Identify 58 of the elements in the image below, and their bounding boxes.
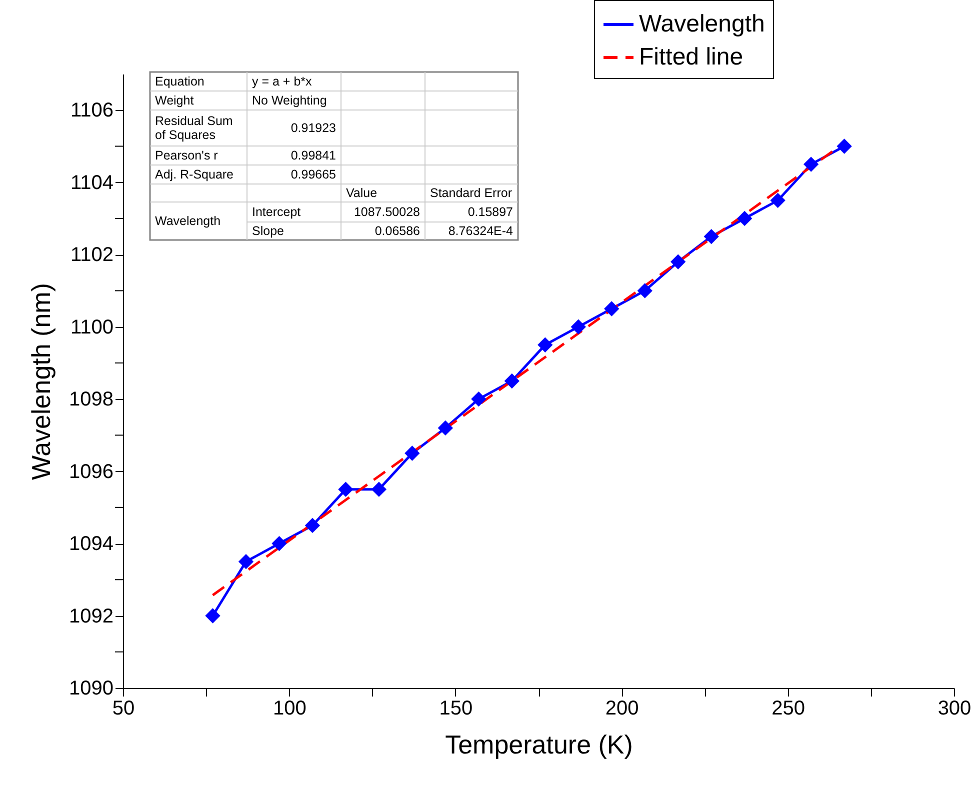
annotation: Standard Error: [430, 186, 512, 200]
point: [704, 228, 719, 244]
point: [737, 210, 752, 226]
annotation: Pearson's r: [155, 148, 218, 162]
point: [670, 254, 686, 270]
point: [836, 138, 852, 154]
annotation: y = a + b*x: [252, 74, 313, 88]
annotation: Equation: [155, 74, 204, 88]
annotation: 0.99841: [290, 148, 336, 162]
annotation: Value: [346, 186, 378, 200]
point: [238, 554, 254, 570]
annotation: Intercept: [252, 205, 302, 219]
legend-label: Fitted line: [639, 44, 744, 70]
point: [272, 536, 287, 552]
point: [504, 373, 520, 389]
annotation: Wavelength: [155, 214, 221, 228]
point: [438, 420, 454, 436]
annotation: 0.91923: [290, 121, 336, 135]
y-tick-label: 1098: [69, 388, 114, 411]
legend-label: Wavelength: [639, 10, 765, 38]
annotation: 0.06586: [374, 224, 420, 238]
x-tick-label: 150: [439, 698, 473, 720]
y-tick-label: 1092: [69, 605, 114, 628]
x-tick-label: 100: [273, 698, 306, 720]
annotation: 1087.50028: [354, 205, 420, 219]
point: [338, 482, 354, 497]
y-tick-label: 1100: [70, 316, 114, 338]
x-tick-label: 300: [938, 698, 972, 720]
point: [404, 446, 420, 461]
annotation: No Weighting: [252, 94, 327, 108]
point: [570, 319, 586, 334]
y-tick-label: 1090: [69, 678, 114, 700]
point: [803, 156, 819, 172]
y-tick-label: 1106: [70, 100, 114, 122]
y-tick-label: 1102: [70, 244, 114, 266]
annotation: 0.99665: [290, 168, 336, 182]
annotation: 8.76324E-4: [448, 224, 514, 238]
x-tick-label: 50: [112, 698, 135, 720]
point: [637, 283, 652, 298]
annotation: Residual Sum of Squares: [155, 114, 233, 142]
y-tick-label: 1094: [69, 533, 114, 556]
annotation: 0.15897: [468, 205, 514, 219]
y-axis-title: Wavelength (nm): [26, 283, 56, 480]
x-tick-label: 200: [605, 698, 639, 720]
annotation: Weight: [155, 94, 194, 108]
point: [205, 608, 220, 624]
point: [604, 301, 620, 316]
y-tick-label: 1096: [69, 460, 114, 483]
point: [538, 337, 553, 352]
y-tick-label: 1104: [70, 172, 114, 194]
annotation: Slope: [252, 224, 284, 238]
annotation: Adj. R-Square: [155, 168, 234, 182]
x-axis-title: Temperature (K): [445, 730, 633, 760]
point: [770, 192, 786, 208]
point: [304, 518, 320, 534]
x-tick-label: 250: [772, 698, 805, 720]
point: [371, 482, 387, 497]
point: [471, 391, 486, 407]
